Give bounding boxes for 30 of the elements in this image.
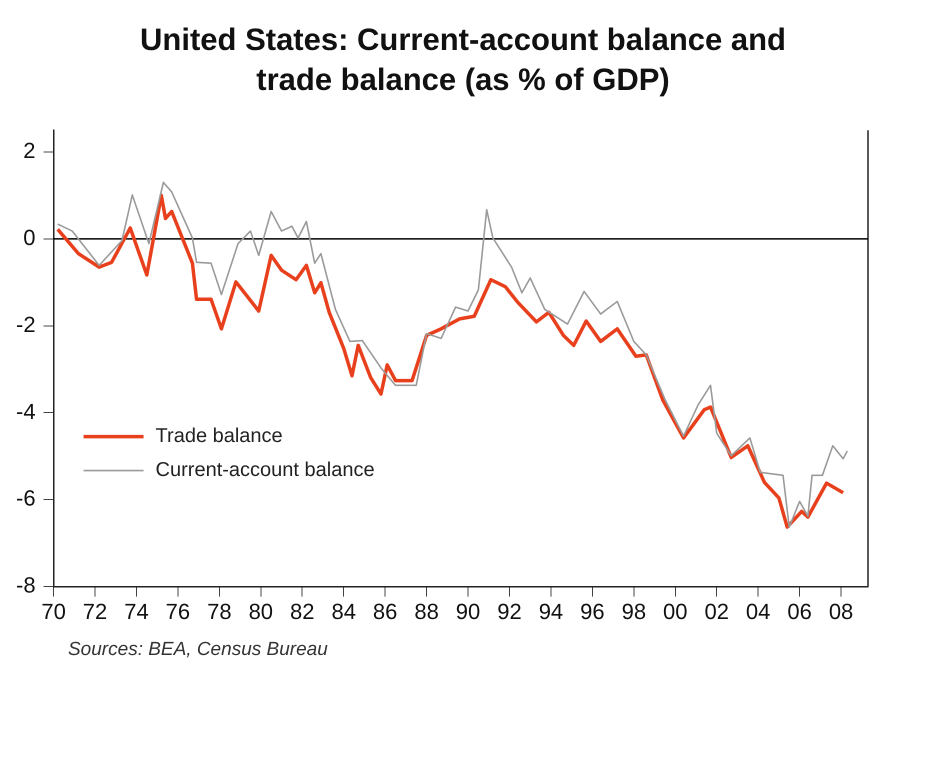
- x-tick-label: 78: [207, 598, 232, 624]
- source-note: Sources: BEA, Census Bureau: [67, 638, 329, 661]
- x-tick-label: 04: [746, 598, 770, 624]
- x-tick-label: 08: [828, 598, 854, 624]
- x-tick-label: 96: [580, 598, 605, 624]
- y-tick-label: -8: [16, 572, 36, 598]
- x-tick-label: 72: [82, 598, 108, 624]
- x-tick-label: 00: [663, 598, 688, 624]
- x-tick-label: 98: [622, 598, 646, 624]
- y-tick-label: -2: [16, 311, 36, 336]
- x-tick-label: 92: [497, 598, 522, 624]
- x-tick-label: 76: [166, 598, 190, 624]
- x-tick-label: 90: [456, 598, 480, 624]
- y-tick-label: 2: [23, 138, 36, 163]
- legend-label: Trade balance: [156, 424, 283, 447]
- x-tick-label: 88: [414, 598, 439, 624]
- x-tick-label: 70: [41, 598, 66, 624]
- x-tick-label: 06: [787, 598, 812, 624]
- x-tick-label: 74: [124, 598, 149, 624]
- legend-label: Current-account balance: [156, 458, 375, 481]
- x-tick-label: 86: [372, 598, 398, 624]
- chart-title: United States: Current-account balance and trade balance (as % of GDP): [139, 21, 787, 100]
- x-tick-label: 84: [331, 598, 356, 624]
- x-tick-label: 82: [290, 598, 314, 624]
- y-tick-label: 0: [23, 224, 36, 250]
- x-tick-label: 94: [538, 598, 564, 624]
- y-tick-label: -4: [16, 398, 36, 424]
- x-tick-label: 80: [248, 598, 274, 624]
- y-tick-label: -6: [16, 485, 36, 510]
- x-tick-label: 02: [704, 598, 729, 624]
